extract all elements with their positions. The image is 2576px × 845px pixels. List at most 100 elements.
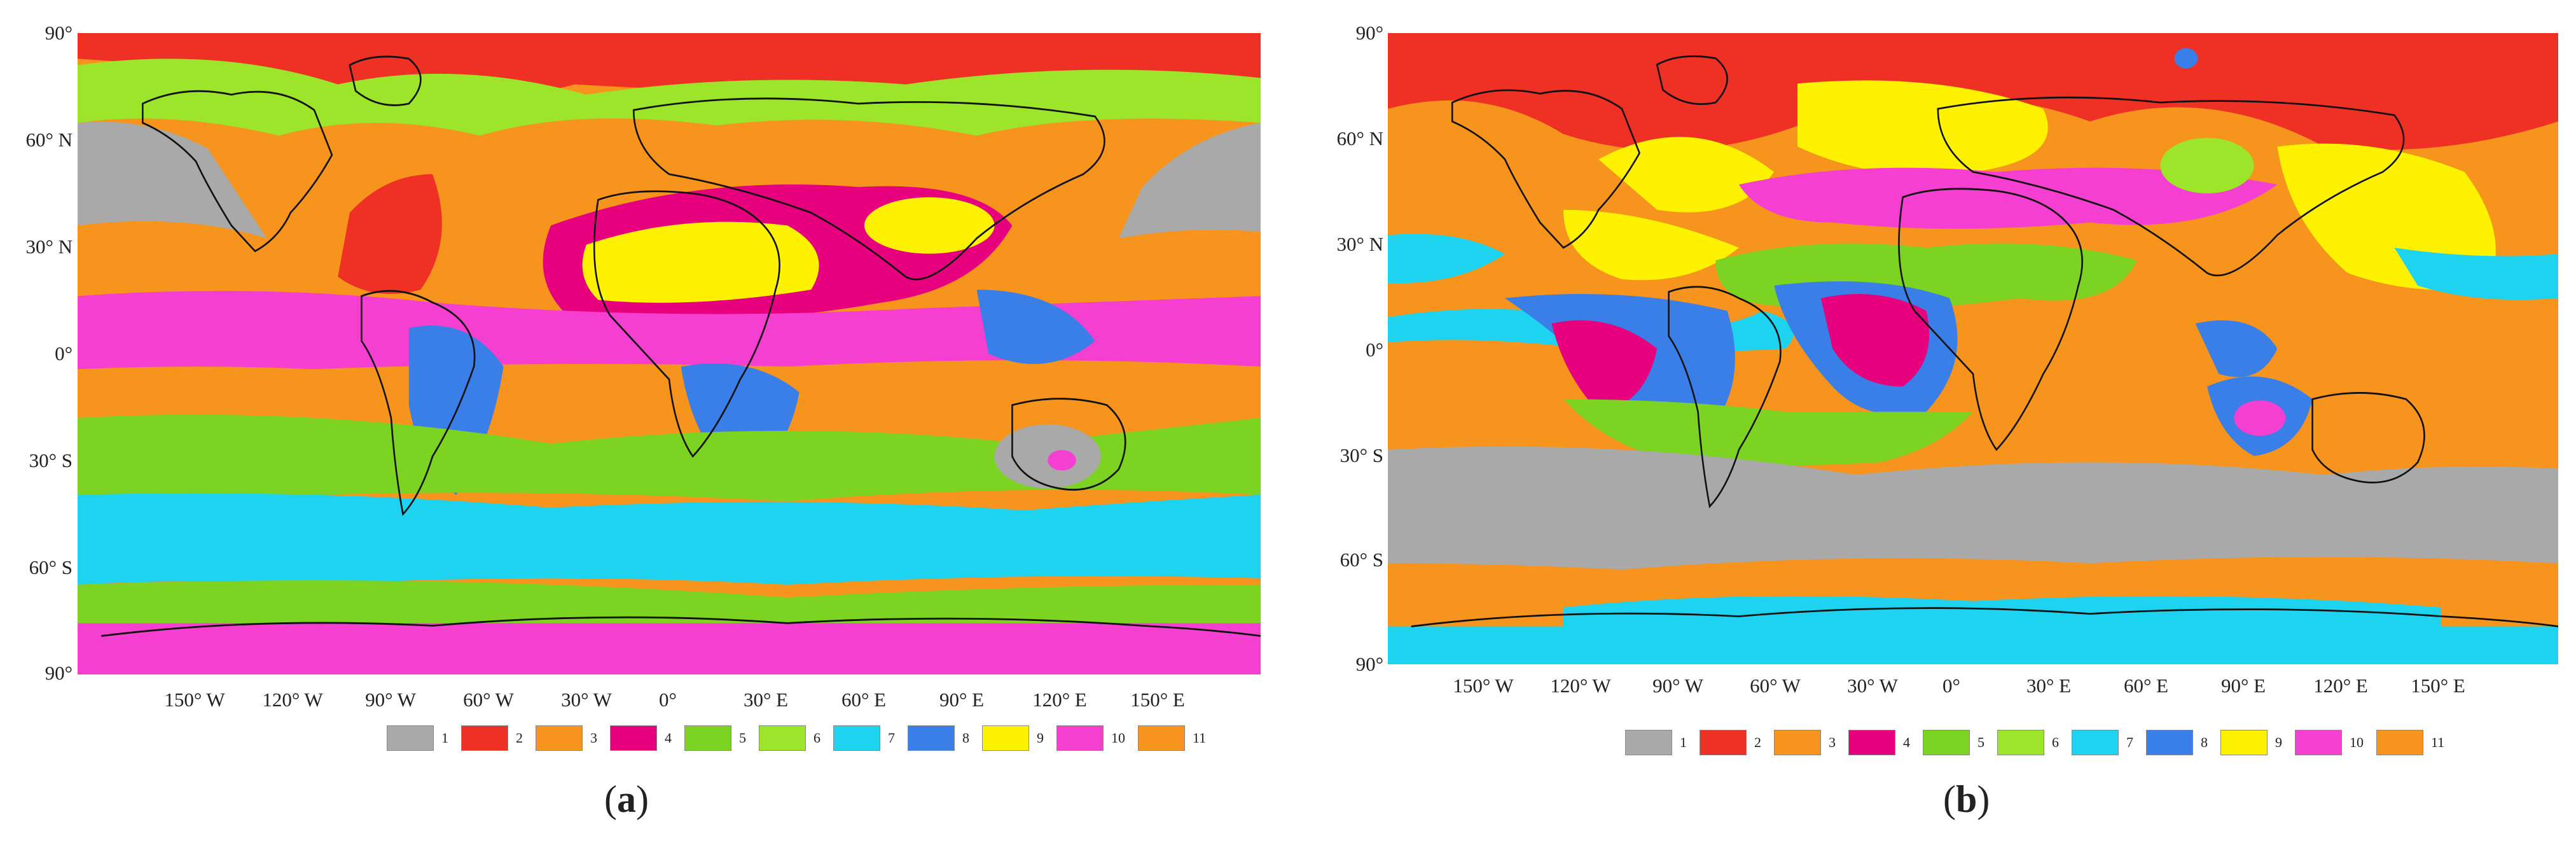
- zone-region: [1797, 80, 2048, 176]
- coastline-africa: [1898, 188, 2083, 451]
- legend-swatch: [982, 725, 1029, 751]
- legend-item: 6: [1997, 730, 2059, 755]
- legend-label: 9: [2275, 734, 2282, 750]
- legend-label: 2: [516, 730, 523, 746]
- zone-region: [1820, 294, 1929, 387]
- lon-label-150w: 150° W: [164, 688, 225, 711]
- legend-label: 10: [1111, 730, 1125, 746]
- zone-region: [2234, 400, 2286, 436]
- panel-caption-b: (b): [1943, 778, 1990, 821]
- legend-swatch: [1923, 730, 1970, 755]
- lat-label-60n: 60° N: [25, 129, 73, 151]
- climate-zone-map-a: [78, 33, 1261, 674]
- lon-label-90e: 90° E: [939, 688, 985, 711]
- legend-label: 11: [2431, 734, 2445, 750]
- lon-label-30w: 30° W: [1847, 674, 1898, 697]
- zone-region: [338, 174, 442, 294]
- lat-label-90s: 90°: [45, 662, 73, 684]
- zone-region: [78, 291, 1261, 370]
- coastline-south-america: [1668, 286, 1782, 508]
- panel-caption-a: (a): [604, 778, 649, 821]
- legend-label: 9: [1037, 730, 1044, 746]
- map-canvas-a: [78, 33, 1261, 674]
- legend-item: 2: [1700, 730, 1761, 755]
- lat-label-30n: 30° N: [1336, 233, 1383, 255]
- legend-label: 6: [2052, 734, 2059, 750]
- legend-label: 5: [1977, 734, 1984, 750]
- lon-label-60e: 60° E: [2123, 674, 2169, 697]
- coastline-eurasia: [632, 97, 1105, 281]
- legend-swatch: [2220, 730, 2268, 755]
- zone-region: [976, 290, 1095, 365]
- lat-label-60s: 60° S: [29, 556, 73, 578]
- legend-label: 8: [962, 730, 969, 746]
- legend-a: 1 2 3 4 5 6 7 8 9 10 11: [387, 725, 1206, 751]
- legend-item: 4: [1848, 730, 1910, 755]
- coastline-greenland: [349, 55, 422, 106]
- zone-region: [1563, 596, 2441, 627]
- coastlines-a: [101, 55, 1261, 637]
- coastline-eurasia: [1937, 96, 2405, 277]
- legend-swatch: [461, 725, 508, 751]
- legend-swatch: [908, 725, 955, 751]
- zone-regions-b: [1388, 33, 2558, 664]
- legend-label: 10: [2350, 734, 2364, 750]
- legend-item: 2: [461, 725, 523, 751]
- zone-region: [864, 197, 995, 254]
- legend-item: 3: [536, 725, 597, 751]
- legend-label: 1: [1680, 734, 1687, 750]
- coastline-australia: [2311, 392, 2425, 484]
- coastline-antarctica: [101, 616, 1261, 637]
- zone-region: [78, 623, 1261, 674]
- legend-b: 1 2 3 4 5 6 7 8 9 10 11: [1625, 730, 2444, 755]
- legend-swatch: [759, 725, 806, 751]
- zone-region: [2174, 48, 2198, 69]
- zone-region: [582, 221, 819, 303]
- legend-swatch: [1997, 730, 2044, 755]
- legend-swatch: [2295, 730, 2342, 755]
- lat-label-0: 0°: [55, 342, 73, 365]
- zone-region: [994, 424, 1101, 489]
- zone-region: [2277, 143, 2496, 290]
- lon-label-150w: 150° W: [1453, 674, 1514, 697]
- climate-zone-map-b: [1388, 33, 2558, 664]
- legend-label: 7: [888, 730, 895, 746]
- zone-region: [1551, 320, 1658, 412]
- lat-label-90n: 90°: [45, 22, 73, 44]
- lat-label-30s: 30° S: [1340, 444, 1383, 466]
- legend-item: 7: [2072, 730, 2133, 755]
- legend-label: 5: [739, 730, 746, 746]
- zone-region: [1598, 137, 1775, 213]
- legend-item: 4: [610, 725, 672, 751]
- legend-item: 1: [387, 725, 448, 751]
- coastline-north-america: [1451, 89, 1641, 249]
- legend-item: 9: [2220, 730, 2282, 755]
- zone-region: [1048, 450, 1076, 471]
- zone-region: [78, 493, 1261, 585]
- lon-label-30e: 30° E: [2026, 674, 2072, 697]
- legend-label: 11: [1193, 730, 1207, 746]
- caption-letter: b: [1955, 778, 1977, 820]
- legend-item: 5: [1923, 730, 1984, 755]
- legend-swatch: [1774, 730, 1821, 755]
- legend-swatch: [2146, 730, 2193, 755]
- coastline-north-america: [141, 90, 333, 253]
- lon-label-60e: 60° E: [841, 688, 887, 711]
- lon-label-90e: 90° E: [2220, 674, 2266, 697]
- legend-item: 11: [1138, 725, 1206, 751]
- zone-region: [1388, 626, 2558, 664]
- lon-label-90w: 90° W: [365, 688, 416, 711]
- caption-paren-open: (: [1943, 778, 1956, 820]
- legend-item: 1: [1625, 730, 1687, 755]
- lat-label-30n: 30° N: [25, 235, 73, 258]
- zone-region: [2195, 320, 2278, 377]
- lat-label-30s: 30° S: [29, 449, 73, 471]
- caption-paren-close: ): [1977, 778, 1990, 820]
- legend-label: 3: [590, 730, 597, 746]
- lat-label-60n: 60° N: [1336, 127, 1383, 150]
- legend-swatch: [1625, 730, 1672, 755]
- legend-label: 1: [441, 730, 448, 746]
- legend-label: 4: [665, 730, 672, 746]
- legend-label: 4: [1903, 734, 1910, 750]
- legend-swatch: [1056, 725, 1104, 751]
